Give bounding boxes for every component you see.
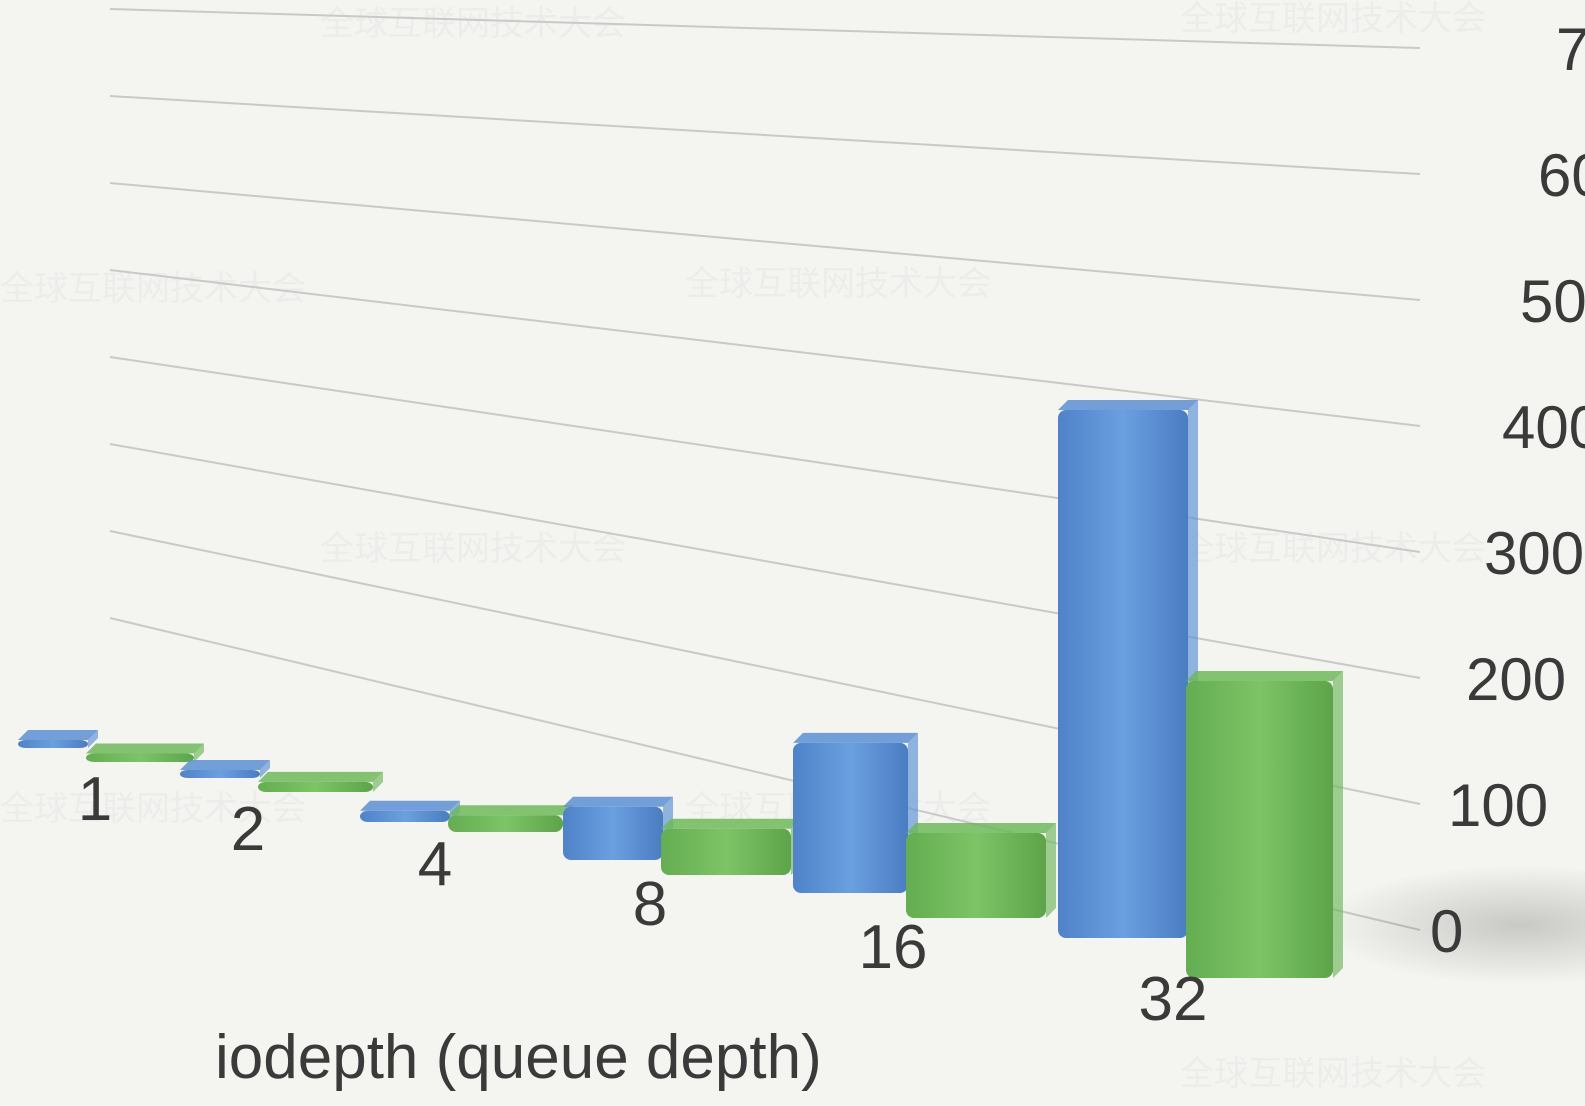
watermark-text: 全球互联网技术大会 (0, 789, 306, 829)
watermark-text: 全球互联网技术大会 (320, 529, 626, 569)
bar-top-face (86, 743, 204, 754)
bar-series-1 (793, 732, 918, 893)
y-tick-label: 100 (1448, 772, 1548, 839)
bar-series-2 (258, 771, 383, 792)
y-tick-label: 700 (1556, 16, 1585, 83)
bar-side-face (1046, 822, 1056, 918)
y-tick-label: 0 (1430, 898, 1463, 965)
x-category-label: 2 (231, 795, 265, 864)
bar-front-face (360, 810, 450, 822)
bar-top-face (906, 822, 1056, 833)
watermark-text: 全球互联网技术大会 (1180, 1054, 1486, 1094)
watermark-text: 全球互联网技术大会 (685, 264, 991, 304)
bar-top-face (793, 732, 918, 743)
gridline (109, 8, 1421, 49)
y-tick-label: 200 (1466, 646, 1566, 713)
bar-top-face (1058, 400, 1198, 410)
x-axis-title: iodepth (queue depth) (215, 1023, 822, 1092)
bar-series-1 (18, 730, 98, 748)
bar-side-face (373, 771, 383, 792)
bar-top-face (258, 771, 383, 782)
bar-top-face (661, 818, 801, 829)
bar-top-face (18, 730, 98, 740)
bar-series-1 (1058, 400, 1198, 938)
x-category-label: 4 (418, 830, 452, 899)
bar-front-face (258, 781, 373, 792)
bar-front-face (1058, 410, 1188, 938)
bar-front-face (1186, 681, 1333, 978)
bar-series-2 (448, 805, 573, 832)
y-tick-label: 600 (1538, 142, 1585, 209)
bar-top-face (360, 800, 460, 811)
bar-series-1 (180, 760, 270, 778)
gridline (109, 443, 1421, 679)
bars (18, 400, 1343, 978)
bar-top-face (448, 805, 573, 816)
bar-side-face (194, 743, 204, 762)
bar-front-face (661, 828, 791, 875)
bar-series-1 (563, 796, 673, 860)
bar-top-face (1186, 671, 1343, 681)
x-category-label: 8 (633, 870, 667, 939)
y-tick-label: 500 (1520, 268, 1585, 335)
bar-front-face (180, 770, 260, 778)
x-category-label: 16 (859, 913, 928, 982)
gridline (109, 356, 1421, 553)
y-tick-label: 300 (1484, 520, 1584, 587)
bar-series-2 (1186, 671, 1343, 978)
bar-front-face (18, 740, 88, 748)
x-axis-category-labels: 1 2 4 8 16 32 (78, 765, 1208, 1034)
watermark-text: 全球互联网技术大会 (1180, 0, 1486, 39)
bar-top-face (180, 760, 270, 770)
bar-series-2 (661, 818, 801, 875)
bar-series-2 (906, 822, 1056, 918)
y-axis-tick-labels: 0 100 200 300 400 500 600 700 (1430, 16, 1585, 965)
watermark-text: 全球互联网技术大会 (1180, 529, 1486, 569)
bar-front-face (906, 832, 1046, 918)
bar-front-face (793, 742, 908, 893)
gridline (109, 182, 1421, 301)
bar-front-face (86, 753, 194, 762)
bar-front-face (563, 806, 663, 860)
gridline (109, 269, 1421, 427)
bar-side-face (260, 760, 270, 778)
watermark-text: 全球互联网技术大会 (320, 4, 626, 44)
y-tick-label: 400 (1502, 394, 1585, 461)
bar-shadow (1320, 865, 1585, 985)
bar-side-face (88, 730, 98, 748)
bar-series-2 (86, 743, 204, 762)
floor-shadow (1320, 865, 1585, 985)
bar-front-face (448, 815, 563, 832)
gridline (109, 95, 1421, 175)
bar-side-face (1333, 671, 1343, 978)
bar-top-face (563, 796, 673, 807)
x-category-label: 1 (78, 765, 112, 834)
x-category-label: 32 (1139, 965, 1208, 1034)
bar-series-1 (360, 800, 460, 822)
